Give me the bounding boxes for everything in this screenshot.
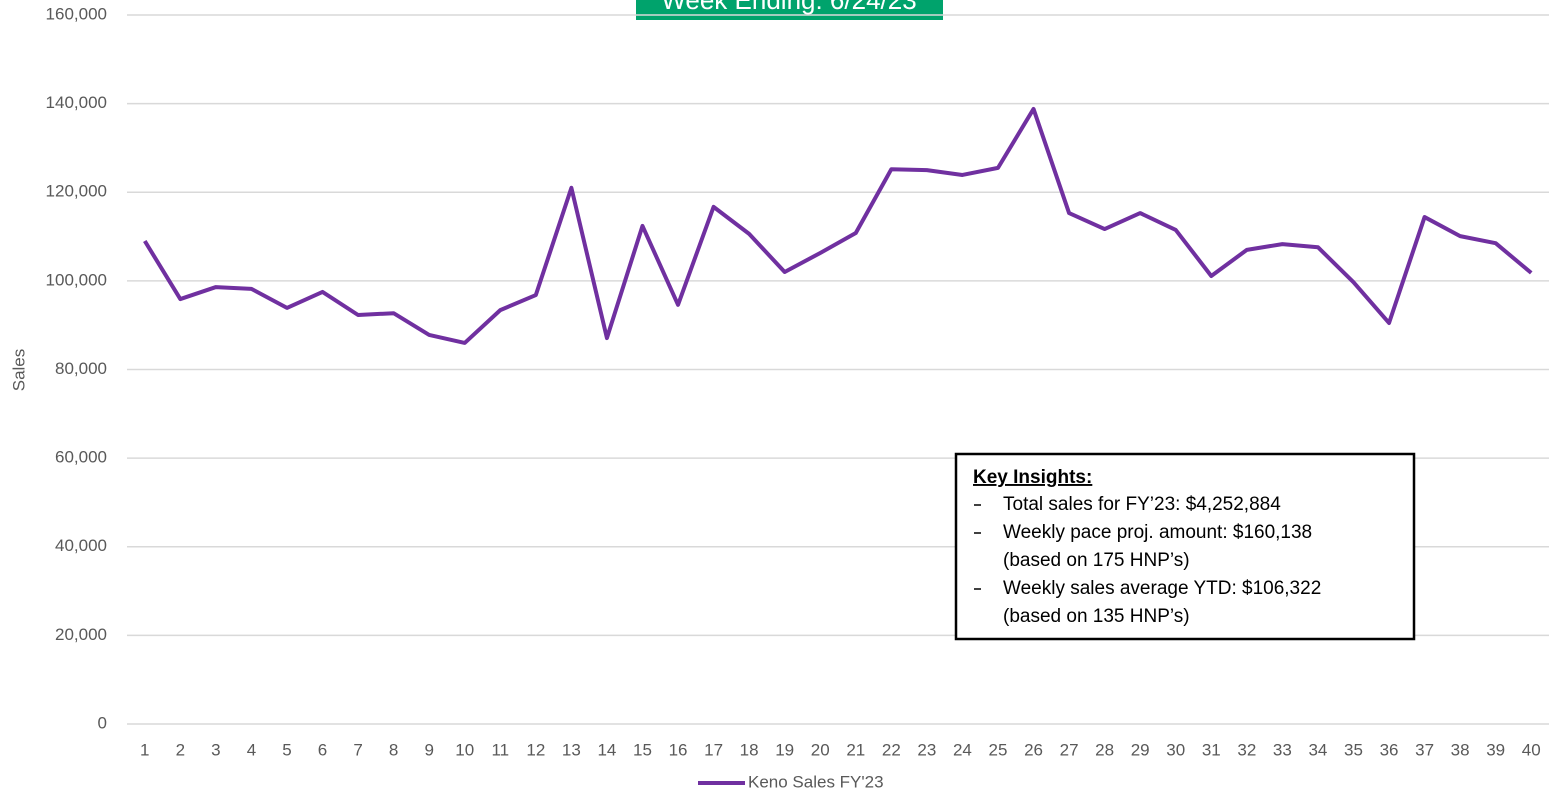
data-line (143, 106, 1533, 345)
x-tick-label: 7 (353, 740, 362, 759)
x-tick-label: 32 (1237, 740, 1256, 759)
y-tick-label: 100,000 (46, 270, 107, 289)
x-tick-label: 40 (1522, 740, 1541, 759)
y-tick-label: 120,000 (46, 182, 107, 201)
x-tick-label: 33 (1273, 740, 1292, 759)
y-tick-label: 40,000 (55, 536, 107, 555)
y-tick-label: 20,000 (55, 625, 107, 644)
insight-text: (based on 135 HNP’s) (1003, 606, 1190, 627)
y-tick-label: 0 (98, 713, 107, 732)
x-tick-label: 38 (1451, 740, 1470, 759)
x-tick-label: 4 (247, 740, 256, 759)
x-tick-label: 39 (1486, 740, 1505, 759)
x-tick-label: 20 (811, 740, 830, 759)
insight-text: Weekly pace proj. amount: $160,138 (1003, 522, 1312, 543)
x-tick-label: 19 (775, 740, 794, 759)
insights-box (954, 452, 1416, 641)
x-tick-label: 22 (882, 740, 901, 759)
y-axis-label: Sales (9, 349, 28, 392)
x-tick-label: 21 (846, 740, 865, 759)
x-tick-label: 2 (176, 740, 185, 759)
x-tick-label: 37 (1415, 740, 1434, 759)
insight-text: Total sales for FY’23: $4,252,884 (1003, 494, 1281, 515)
insight-text: (based on 175 HNP’s) (1003, 550, 1190, 571)
x-tick-label: 13 (562, 740, 581, 759)
x-tick-label: 16 (669, 740, 688, 759)
x-tick-label: 25 (989, 740, 1008, 759)
x-tick-label: 12 (526, 740, 545, 759)
insight-text: Weekly sales average YTD: $106,322 (1003, 578, 1321, 599)
x-tick-label: 35 (1344, 740, 1363, 759)
chart-title: Week Ending: 6/24/23 (661, 0, 916, 15)
x-tick-label: 30 (1166, 740, 1185, 759)
y-tick-label: 140,000 (46, 93, 107, 112)
y-tick-label: 60,000 (55, 448, 107, 467)
x-tick-label: 6 (318, 740, 327, 759)
x-tick-label: 34 (1308, 740, 1327, 759)
y-tick-label: 160,000 (46, 4, 107, 23)
x-tick-label: 10 (455, 740, 474, 759)
x-tick-label: 27 (1060, 740, 1079, 759)
x-tick-label: 3 (211, 740, 220, 759)
legend-label: Keno Sales FY'23 (748, 772, 884, 791)
x-tick-label: 29 (1131, 740, 1150, 759)
x-tick-label: 18 (740, 740, 759, 759)
x-tick-label: 28 (1095, 740, 1114, 759)
x-tick-label: 1 (140, 740, 149, 759)
x-tick-label: 31 (1202, 740, 1221, 759)
x-tick-label: 15 (633, 740, 652, 759)
x-tick-label: 17 (704, 740, 723, 759)
x-tick-label: 23 (917, 740, 936, 759)
x-tick-label: 36 (1380, 740, 1399, 759)
insights-title: Key Insights: (973, 467, 1092, 488)
x-tick-label: 26 (1024, 740, 1043, 759)
x-tick-label: 11 (491, 740, 509, 759)
x-tick-label: 24 (953, 740, 972, 759)
y-tick-label: 80,000 (55, 359, 107, 378)
x-tick-label: 9 (424, 740, 433, 759)
x-tick-label: 5 (282, 740, 291, 759)
x-tick-label: 8 (389, 740, 398, 759)
x-tick-label: 14 (597, 740, 616, 759)
